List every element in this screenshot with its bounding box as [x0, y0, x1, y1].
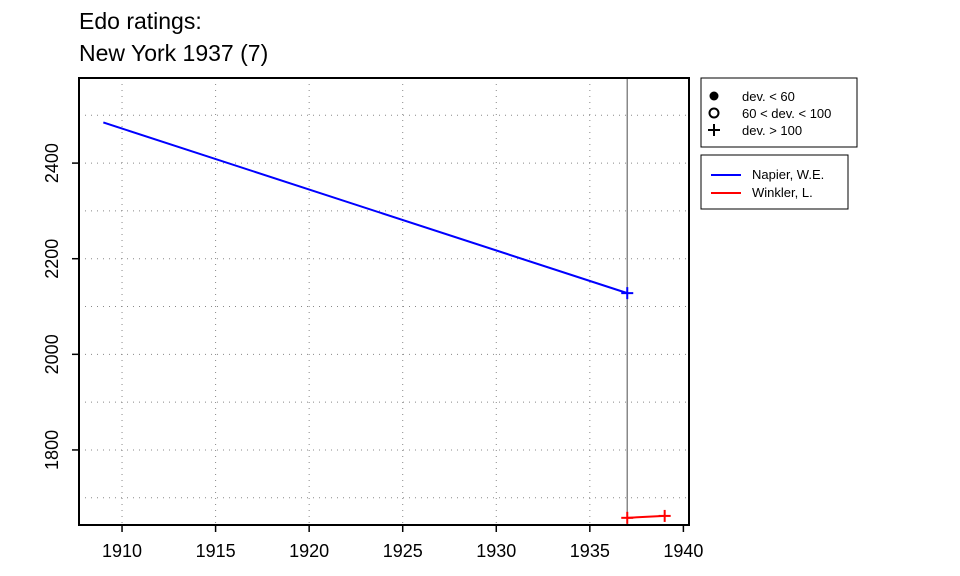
- legend-open-circle-icon: [708, 107, 720, 119]
- legend-symbols-box: [700, 77, 858, 148]
- plot-frame: [78, 77, 690, 526]
- axes: 1910 1915 1920 1925 1930 1935 1940 1800 2000 2200…: [42, 143, 703, 561]
- y-tick-label: 2200: [42, 239, 62, 279]
- x-tick-label: 1915: [196, 541, 236, 561]
- series-line-0: [103, 121, 628, 295]
- y-tick-label: 2400: [42, 143, 62, 183]
- grid: [79, 78, 689, 525]
- x-tick-label: 1940: [663, 541, 703, 561]
- legend-series-label: Winkler, L.: [752, 185, 813, 200]
- chart-title-line-2: New York 1937 (7): [79, 40, 269, 66]
- legend-symbol-label: 60 < dev. < 100: [742, 106, 831, 121]
- legend-series-label: Napier, W.E.: [752, 167, 824, 182]
- series-group: [103, 121, 671, 524]
- x-tick-label: 1925: [383, 541, 423, 561]
- legend-symbol-label: dev. < 60: [742, 89, 795, 104]
- legend-series: Napier, W.E. Winkler, L.: [700, 154, 849, 210]
- chart-title-line-1: Edo ratings:: [79, 8, 202, 34]
- series-line-1: [627, 514, 665, 519]
- legend-symbol-label: dev. > 100: [742, 123, 802, 138]
- x-tick-label: 1930: [476, 541, 516, 561]
- x-tick-label: 1910: [102, 541, 142, 561]
- legend-filled-circle-icon: [709, 91, 719, 101]
- x-tick-label: 1935: [570, 541, 610, 561]
- legend-series-box: [700, 154, 849, 210]
- y-tick-label: 1800: [42, 430, 62, 470]
- y-tick-label: 2000: [42, 334, 62, 374]
- x-tick-label: 1920: [289, 541, 329, 561]
- legend-symbols: dev. < 60 60 < dev. < 100 dev. > 100: [700, 77, 858, 148]
